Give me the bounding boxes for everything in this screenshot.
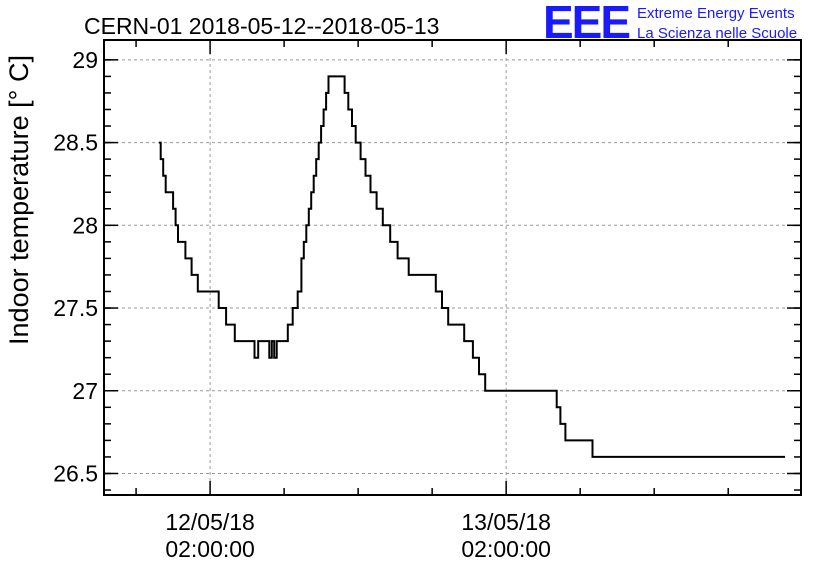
- x-tick-label-date: 12/05/18: [165, 509, 255, 535]
- eee-logo-line2: La Scienza nelle Scuole: [637, 25, 797, 42]
- y-tick-label: 26.5: [53, 460, 98, 486]
- y-tick-labels: 26.5 27 27.5 28 28.5 29: [53, 47, 98, 487]
- y-tick-label: 28: [72, 212, 98, 238]
- axis-ticks: [104, 40, 801, 495]
- chart-title: CERN-01 2018-05-12--2018-05-13: [84, 13, 439, 39]
- y-tick-label: 27: [72, 378, 98, 404]
- eee-logo-mark: EEE: [543, 0, 629, 48]
- x-tick-label-time: 02:00:00: [461, 536, 551, 562]
- y-tick-label: 27.5: [53, 295, 98, 321]
- y-axis-label: Indoor temperature [° C]: [4, 55, 34, 345]
- eee-logo-line1: Extreme Energy Events: [637, 5, 795, 22]
- grid: [104, 40, 801, 495]
- temperature-series-line: [158, 75, 785, 458]
- plot-frame: [103, 39, 802, 496]
- x-tick-label-time: 02:00:00: [165, 536, 255, 562]
- y-tick-label: 29: [72, 47, 98, 73]
- x-tick-label-date: 13/05/18: [461, 509, 551, 535]
- eee-logo: EEE Extreme Energy Events La Scienza nel…: [543, 0, 797, 48]
- y-tick-label: 28.5: [53, 130, 98, 156]
